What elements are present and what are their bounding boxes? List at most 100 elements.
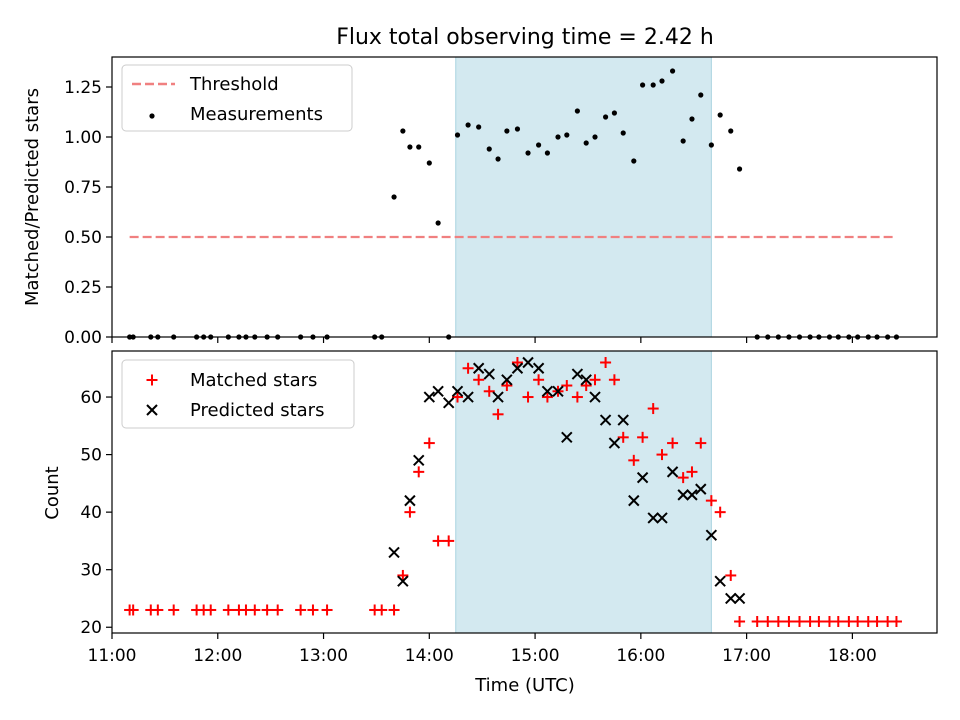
predicted-point-b: [628, 494, 640, 507]
matched-point: [443, 535, 455, 547]
predicted-point-b: [462, 391, 474, 403]
predicted-point: [580, 374, 592, 386]
predicted-point-b: [666, 466, 679, 478]
predicted-point: [714, 575, 726, 587]
predicted-point-b: [636, 471, 649, 484]
legend-matched-swatch: [146, 374, 158, 386]
predicted-point: [677, 489, 689, 501]
matched-point: [492, 408, 504, 420]
matched-point: [852, 615, 864, 627]
legend-predicted-marker: [146, 404, 158, 416]
predicted-point-b: [733, 592, 746, 605]
measurement-point: [717, 112, 723, 118]
bottom-matched-layer: [124, 357, 902, 627]
top-shaded-interval: [455, 56, 712, 338]
measurement-point: [525, 150, 531, 156]
bottom-panel: 20 30 40 50 60 11:00 12:00 13:00 14:00 15:00 16:0…: [42, 350, 938, 696]
x-tick-label: 14:00: [405, 646, 454, 666]
measurement-point: [611, 110, 618, 116]
matched-point: [637, 431, 649, 443]
legend-threshold-label: Threshold: [189, 74, 279, 95]
predicted-point: [599, 414, 612, 426]
matched-point: [794, 615, 805, 627]
predicted-point: [628, 494, 640, 507]
legend-predicted-label: Predicted stars: [190, 400, 324, 421]
x-tick-label: 13:00: [299, 646, 348, 666]
matched-point: [522, 391, 534, 403]
predicted-point: [733, 592, 746, 605]
matched-point: [656, 449, 668, 461]
measurement-point: [650, 82, 656, 88]
predicted-point: [541, 385, 554, 397]
matched-point: [725, 569, 737, 581]
matched-point: [677, 472, 689, 484]
predicted-point-b: [599, 414, 612, 426]
matched-point: [608, 374, 620, 386]
predicted-point: [695, 483, 707, 495]
predicted-point-b: [442, 397, 455, 409]
top-y-axis-ticks: 0.00 0.25 0.50 0.75 1.00 1.25: [64, 78, 112, 348]
measurement-point: [400, 128, 406, 134]
matched-point: [261, 604, 273, 616]
predicted-point: [725, 592, 737, 605]
matched-point: [483, 385, 495, 397]
predicted-point: [608, 437, 621, 449]
y-tick-label: 60: [80, 388, 102, 408]
matched-point: [695, 437, 707, 449]
predicted-point: [617, 414, 629, 426]
predicted-point-b: [423, 391, 436, 403]
predicted-point-b: [492, 391, 504, 403]
predicted-point-b: [522, 356, 534, 369]
matched-point: [307, 604, 319, 616]
y-tick-label: 1.00: [64, 128, 102, 148]
predicted-point-b: [552, 385, 564, 397]
matched-point: [249, 604, 261, 616]
legend-predicted-marker-b: [146, 404, 158, 416]
bottom-legend-box: [121, 359, 355, 429]
chart-title: Flux total observing time = 2.42 h: [336, 25, 714, 50]
measurement-point: [486, 146, 492, 152]
legend-matched-marker: [146, 374, 158, 386]
predicted-point: [589, 391, 601, 403]
measurement-point: [708, 142, 714, 148]
measurement-point: [504, 128, 510, 134]
predicted-point-b: [725, 592, 737, 605]
matched-point: [813, 615, 825, 627]
measurement-point: [454, 132, 461, 138]
bottom-axes-frame: [111, 350, 938, 634]
predicted-point-b: [483, 368, 495, 380]
predicted-point: [413, 454, 425, 467]
predicted-point-b: [656, 512, 668, 524]
predicted-point-b: [677, 489, 689, 501]
predicted-point-b: [451, 385, 464, 397]
matched-point: [272, 604, 284, 616]
predicted-point: [397, 575, 409, 587]
predicted-point-b: [589, 391, 601, 403]
predicted-point-b: [541, 385, 554, 397]
measurement-point: [736, 166, 743, 172]
bottom-y-axis-ticks: 20 30 40 50 60: [80, 388, 112, 638]
matched-point: [295, 604, 307, 616]
top-y-axis-label: Matched/Predicted stars: [22, 88, 43, 306]
measurement-point: [435, 220, 441, 226]
matched-point: [205, 604, 217, 616]
legend-measurements-label: Measurements: [190, 104, 323, 125]
top-legend-box: [121, 64, 353, 132]
bottom-legend: Matched stars Predicted stars: [121, 359, 355, 429]
matched-point: [388, 604, 400, 616]
predicted-point: [552, 385, 564, 397]
measurement-point: [407, 144, 413, 150]
matched-point: [734, 615, 746, 627]
predicted-point: [656, 512, 668, 524]
matched-point: [628, 454, 640, 466]
matched-point: [511, 357, 523, 369]
matched-point: [413, 466, 425, 478]
predicted-point: [423, 391, 436, 403]
matched-point: [501, 380, 513, 392]
measurement-point: [602, 114, 609, 120]
matched-point: [667, 437, 679, 449]
matched-point: [321, 604, 333, 616]
predicted-point-b: [511, 362, 524, 374]
predicted-point: [571, 368, 584, 380]
x-tick-label: 15:00: [511, 646, 560, 666]
